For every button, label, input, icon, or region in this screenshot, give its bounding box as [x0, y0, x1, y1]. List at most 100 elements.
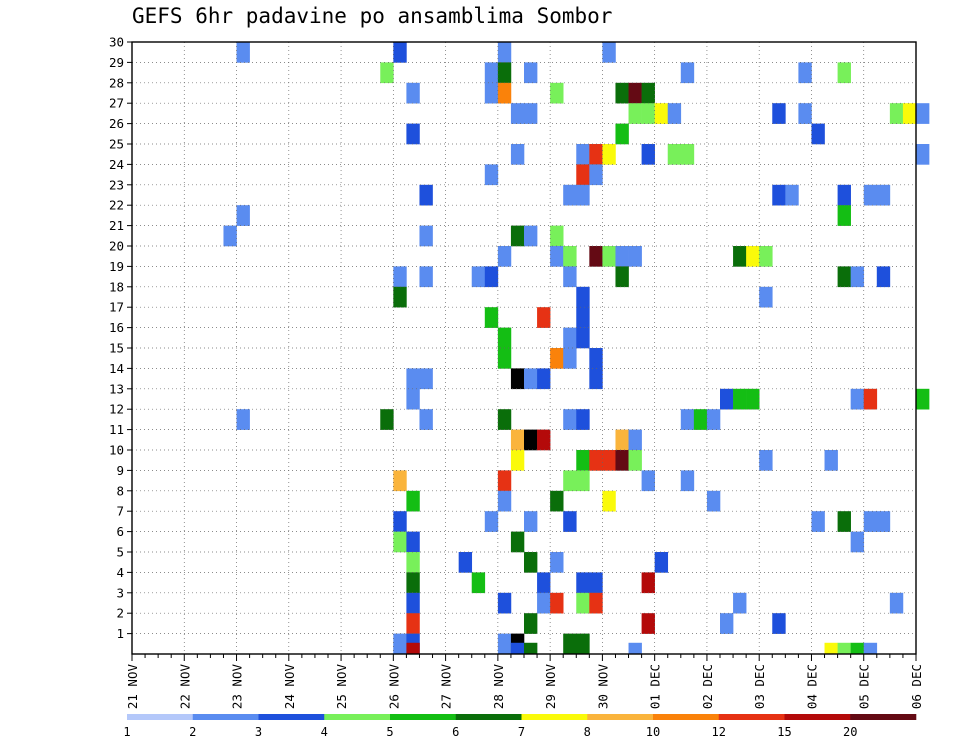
heatmap-cell	[615, 429, 629, 451]
heatmap-cell	[393, 642, 407, 654]
heatmap-cell	[576, 144, 590, 165]
grid-layer	[132, 42, 916, 654]
x-tick-label: 29 NOV	[543, 664, 558, 710]
heatmap-cell	[680, 470, 695, 492]
heatmap-cell	[733, 388, 747, 410]
cells-layer	[223, 42, 930, 655]
heatmap-cell	[628, 429, 642, 451]
y-tick-label: 8	[116, 483, 124, 498]
heatmap-cell	[863, 642, 878, 654]
heatmap-cell	[602, 450, 616, 471]
x-tick-label: 22 NOV	[177, 664, 192, 710]
colorbar-label: 20	[843, 725, 857, 739]
heatmap-cell	[667, 103, 682, 124]
colorbar-label: 15	[777, 725, 791, 739]
heatmap-cell	[680, 144, 695, 165]
heatmap-cell	[615, 246, 629, 267]
heatmap-cell	[563, 327, 577, 349]
heatmap-cell	[837, 266, 851, 288]
heatmap-cell	[824, 642, 838, 654]
heatmap-cell	[772, 103, 786, 124]
colorbar-swatch	[587, 714, 654, 720]
heatmap-cell	[576, 592, 590, 614]
heatmap-cell	[641, 470, 655, 492]
heatmap-cell	[393, 470, 407, 492]
heatmap-cell	[497, 348, 512, 369]
colorbar-swatch	[455, 714, 522, 720]
heatmap-cell	[615, 266, 629, 288]
heatmap-cell	[537, 307, 551, 328]
heatmap-cell	[641, 82, 655, 104]
heatmap-cell	[628, 642, 642, 654]
colorbar-swatch	[850, 714, 917, 720]
heatmap-cell	[837, 205, 851, 226]
colorbar-swatch	[784, 714, 851, 720]
x-tick-label: 01 DEC	[648, 664, 663, 709]
heatmap-cell	[850, 388, 865, 410]
heatmap-cell	[589, 246, 603, 267]
x-tick-label: 03 DEC	[752, 664, 767, 709]
heatmap-cell	[576, 409, 590, 430]
colorbar-label: 12	[712, 725, 726, 739]
y-tick-label: 1	[116, 626, 124, 641]
heatmap-cell	[419, 225, 433, 247]
heatmap-cell	[589, 572, 603, 594]
colorbar-label: 4	[321, 725, 328, 739]
heatmap-cell	[497, 62, 512, 84]
heatmap-cell	[484, 164, 499, 186]
y-tick-label: 4	[116, 565, 124, 580]
heatmap-cell	[484, 266, 499, 288]
y-tick-label: 10	[109, 443, 124, 458]
heatmap-cell	[537, 429, 551, 451]
heatmap-cell	[641, 613, 655, 634]
heatmap-cell	[628, 82, 642, 104]
heatmap-cell	[641, 144, 655, 165]
heatmap-cell	[916, 103, 930, 124]
heatmap-cell	[484, 307, 499, 328]
y-tick-label: 5	[116, 545, 124, 560]
heatmap-cell	[406, 490, 420, 512]
heatmap-cell	[236, 205, 250, 226]
heatmap-cell	[550, 552, 564, 573]
heatmap-cell	[863, 511, 878, 532]
colorbar-label: 6	[452, 725, 459, 739]
heatmap-cell	[524, 103, 538, 124]
heatmap-cell	[550, 490, 564, 512]
heatmap-cell	[654, 552, 669, 573]
heatmap-cell	[510, 450, 525, 471]
heatmap-cell	[785, 184, 799, 206]
heatmap-cell	[563, 266, 577, 288]
heatmap-cell	[406, 388, 420, 410]
heatmap-cell	[563, 348, 577, 369]
colorbar-label: 5	[386, 725, 393, 739]
heatmap-cell	[537, 592, 551, 614]
heatmap-cell	[537, 368, 551, 390]
y-tick-label: 14	[109, 361, 124, 376]
heatmap-cell	[824, 450, 838, 471]
x-tick-label: 23 NOV	[230, 664, 245, 710]
heatmap-cell	[628, 246, 642, 267]
x-tick-label: 28 NOV	[491, 664, 506, 710]
heatmap-cell	[576, 450, 590, 471]
heatmap-cell	[811, 511, 825, 532]
heatmap-cell	[837, 511, 851, 532]
colorbar-label: 1	[123, 725, 130, 739]
heatmap-cell	[550, 225, 564, 247]
x-tick-label: 25 NOV	[334, 664, 349, 710]
heatmap-cell	[916, 388, 930, 410]
heatmap-cell	[850, 531, 865, 553]
heatmap-cell	[706, 490, 721, 512]
x-tick-label: 30 NOV	[595, 664, 610, 710]
heatmap-cell	[837, 62, 851, 84]
heatmap-cell	[497, 42, 512, 63]
heatmap-cell	[510, 642, 525, 654]
heatmap-cell	[563, 184, 577, 206]
heatmap-cell	[510, 225, 525, 247]
heatmap-cell	[589, 450, 603, 471]
heatmap-cell	[550, 82, 564, 104]
heatmap-cell	[759, 286, 773, 308]
heatmap-cell	[510, 144, 525, 165]
heatmap-cell	[589, 368, 603, 390]
heatmap-cell	[524, 429, 538, 451]
